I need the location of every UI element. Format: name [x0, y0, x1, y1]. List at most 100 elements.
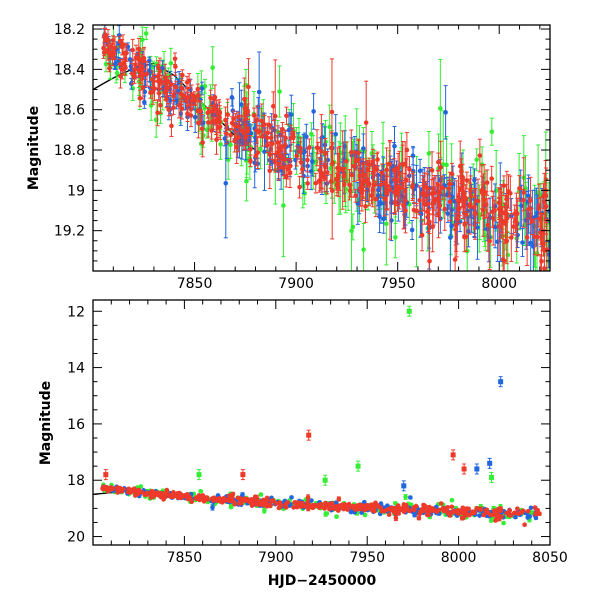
- top-data-point: [166, 102, 172, 117]
- top-data-point: [270, 127, 275, 160]
- top-data-point: [144, 61, 150, 87]
- top-data-point: [425, 198, 430, 225]
- top-data-point: [319, 114, 324, 189]
- top-data-point: [373, 181, 379, 218]
- bot-data-point: [438, 501, 444, 506]
- top-data-point: [560, 227, 565, 278]
- bot-data-point: [515, 506, 520, 511]
- top-data-point: [101, 48, 107, 57]
- top-data-point: [500, 219, 506, 271]
- bot-data-point: [350, 503, 356, 509]
- top-data-point: [251, 107, 257, 124]
- bot-ytick-label: 16: [67, 417, 85, 433]
- top-data-point: [138, 57, 143, 84]
- top-data-point: [576, 224, 581, 271]
- top-data-point: [142, 95, 147, 109]
- top-data-point: [529, 207, 535, 235]
- top-data-point: [307, 138, 312, 157]
- top-data-point: [464, 171, 470, 190]
- top-data-point: [140, 75, 146, 100]
- top-data-point: [323, 138, 328, 169]
- bot-data-point: [422, 505, 428, 511]
- top-data-point: [297, 175, 302, 199]
- top-data-point: [563, 186, 568, 232]
- top-data-point: [179, 73, 184, 103]
- top-data-point: [181, 89, 187, 103]
- bot-xtick-label: 7850: [167, 550, 203, 566]
- bot-data-point: [381, 508, 387, 514]
- bot-outlier-point: [487, 457, 493, 469]
- top-ytick-label: 18.2: [54, 22, 85, 38]
- bot-data-point: [327, 506, 332, 512]
- bot-data-point: [478, 506, 484, 511]
- bot-data-point: [198, 488, 204, 494]
- top-data-point: [102, 27, 107, 46]
- top-data-point: [277, 65, 282, 118]
- top-data-point: [570, 212, 575, 231]
- top-ytick-label: 19.2: [54, 224, 85, 240]
- top-data-point: [291, 130, 296, 144]
- bot-ytick-label: 18: [67, 473, 85, 489]
- top-data-point: [229, 88, 235, 107]
- top-data-point: [506, 174, 511, 209]
- top-data-point: [236, 111, 241, 123]
- top-data-point: [248, 135, 253, 164]
- bot-xtick-label: 7900: [258, 550, 294, 566]
- top-data-point: [585, 177, 590, 232]
- bot-data-point: [210, 504, 215, 511]
- top-data-point: [439, 175, 445, 200]
- bot-data-point: [228, 504, 234, 510]
- top-data-point: [165, 79, 170, 97]
- top-data-point: [582, 160, 587, 212]
- bot-data-point: [133, 493, 138, 498]
- bot-data-point: [507, 508, 513, 513]
- bot-data-point: [362, 512, 368, 518]
- bot-xtick-label: 8050: [532, 550, 568, 566]
- bot-outlier-point: [461, 463, 467, 475]
- bot-data-point: [258, 492, 264, 497]
- bot-data-point: [305, 505, 311, 512]
- top-data-point: [573, 214, 578, 237]
- bot-data-point: [101, 484, 106, 490]
- bot-data-point: [375, 503, 381, 508]
- top-data-point: [343, 141, 349, 182]
- bot-data-point: [378, 505, 384, 510]
- top-data-point: [567, 189, 572, 249]
- bottom-panel: 7850 7900 7950 8000 8050 12 14 16 18 20 Magnitude…: [38, 299, 568, 589]
- top-data-point: [492, 199, 497, 222]
- bot-data-point: [332, 506, 338, 512]
- bot-data-point: [133, 489, 139, 494]
- top-data-point: [533, 253, 538, 271]
- bot-data-point: [525, 508, 531, 514]
- bot-data-point: [128, 490, 133, 495]
- bot-data-point: [187, 495, 193, 500]
- top-data-point: [384, 147, 389, 193]
- top-data-point: [387, 140, 393, 240]
- bot-data-point: [412, 507, 417, 513]
- top-data-point: [489, 165, 494, 192]
- bot-ytick-label: 14: [67, 361, 85, 377]
- bot-data-point: [508, 512, 514, 518]
- bot-data-point: [437, 507, 442, 513]
- bot-data-point: [345, 507, 350, 512]
- top-data-point: [562, 175, 567, 210]
- bot-data-point: [459, 510, 465, 516]
- top-data-point: [157, 57, 163, 85]
- top-data-point: [141, 48, 147, 74]
- top-data-point: [262, 114, 267, 135]
- top-xtick-label: 8000: [481, 276, 517, 292]
- bot-data-point: [256, 500, 262, 506]
- top-data-point: [504, 170, 510, 223]
- top-data-point: [244, 161, 249, 202]
- top-data-point: [148, 86, 153, 99]
- top-data-point: [414, 203, 419, 219]
- top-data-point: [457, 186, 462, 217]
- top-data-point: [557, 216, 562, 270]
- top-data-point: [496, 196, 502, 256]
- top-data-point: [580, 188, 585, 254]
- top-data-point: [117, 35, 123, 47]
- top-data-point: [487, 212, 492, 271]
- top-data-point: [402, 141, 408, 187]
- top-data-point: [329, 58, 335, 166]
- top-data-point: [300, 161, 305, 178]
